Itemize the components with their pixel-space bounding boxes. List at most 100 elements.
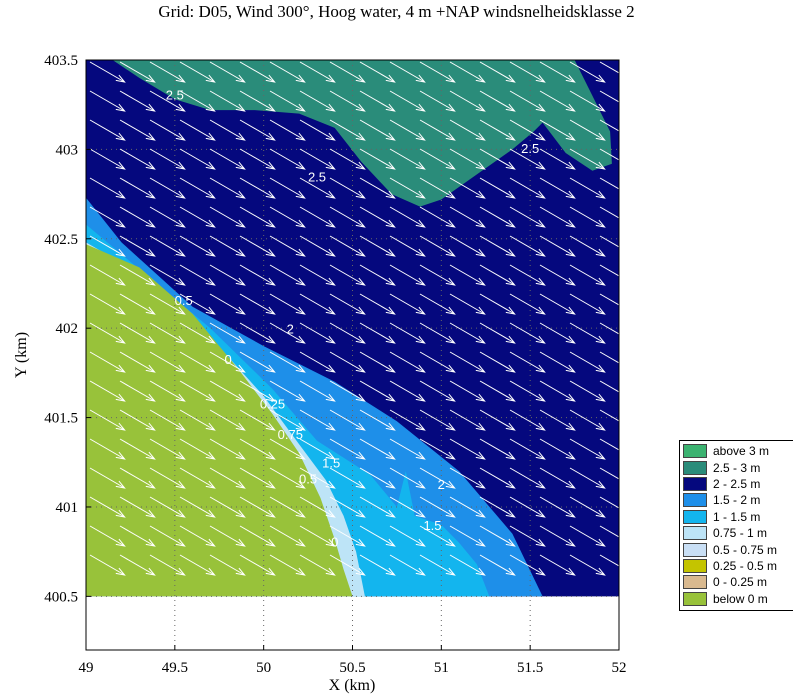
wind-arrow xyxy=(299,177,336,199)
wind-arrow xyxy=(299,61,336,83)
wind-arrow xyxy=(239,177,276,199)
wind-arrow xyxy=(449,90,486,112)
legend-item: 2 - 2.5 m xyxy=(683,476,793,492)
wind-arrow xyxy=(599,264,619,277)
wind-arrow xyxy=(359,409,396,431)
wind-arrow xyxy=(359,177,396,199)
wind-arrow xyxy=(149,409,186,431)
wind-arrow xyxy=(329,351,366,373)
wind-arrow xyxy=(419,322,456,344)
wind-arrow xyxy=(359,351,396,373)
y-tick-label: 401.5 xyxy=(44,411,78,427)
wind-arrow xyxy=(299,235,336,257)
wind-arrow xyxy=(359,206,396,228)
wind-arrow xyxy=(449,264,486,286)
wind-arrow xyxy=(389,409,426,431)
wind-arrow xyxy=(119,90,156,112)
wind-arrow xyxy=(89,148,126,170)
wind-arrow xyxy=(179,293,216,315)
wind-arrow xyxy=(89,467,126,489)
wind-arrow xyxy=(149,235,186,257)
contour-label: 2 xyxy=(287,322,294,337)
wind-arrow xyxy=(599,438,619,451)
legend-label: 2.5 - 3 m xyxy=(713,460,761,475)
wind-arrow xyxy=(509,554,546,576)
wind-arrow xyxy=(359,293,396,315)
wind-arrow xyxy=(119,119,156,141)
wind-arrow xyxy=(239,351,276,373)
wind-arrow xyxy=(509,380,546,402)
wind-arrow xyxy=(329,61,366,83)
wind-arrow xyxy=(179,438,216,460)
wind-arrow xyxy=(449,525,486,547)
wind-arrow xyxy=(209,293,246,315)
legend-swatch xyxy=(683,444,707,459)
wind-arrow xyxy=(329,409,366,431)
wind-arrow xyxy=(239,235,276,257)
wind-arrow xyxy=(509,235,546,257)
wind-arrow xyxy=(389,322,426,344)
wind-arrow xyxy=(599,525,619,538)
x-axis-label: X (km) xyxy=(329,677,376,694)
wind-arrow xyxy=(239,554,276,576)
wind-arrow xyxy=(239,264,276,286)
wind-arrow xyxy=(119,264,156,286)
wind-arrow xyxy=(509,293,546,315)
legend-swatch xyxy=(683,542,707,557)
wind-arrow xyxy=(479,438,516,460)
wind-arrow xyxy=(179,322,216,344)
wind-arrow xyxy=(479,467,516,489)
wind-arrow xyxy=(179,264,216,286)
wind-arrow xyxy=(209,525,246,547)
wind-arrow xyxy=(479,380,516,402)
wind-arrow xyxy=(329,380,366,402)
wind-arrow xyxy=(209,235,246,257)
wind-arrow xyxy=(449,467,486,489)
wind-arrow xyxy=(599,293,619,306)
wind-arrow xyxy=(509,148,546,170)
wind-arrow xyxy=(539,380,576,402)
wind-arrow xyxy=(149,351,186,373)
wind-arrow xyxy=(569,264,606,286)
wind-arrow xyxy=(269,438,306,460)
x-tick-label: 52 xyxy=(612,660,627,676)
wind-arrow xyxy=(119,351,156,373)
wind-arrow xyxy=(89,90,126,112)
wind-arrow xyxy=(329,206,366,228)
legend-item: above 3 m xyxy=(683,443,793,459)
legend-item: 0.25 - 0.5 m xyxy=(683,558,793,574)
wind-arrow xyxy=(179,467,216,489)
wind-arrow xyxy=(119,206,156,228)
x-tick-label: 49 xyxy=(79,660,94,676)
wind-arrow xyxy=(449,293,486,315)
wind-arrow xyxy=(359,554,396,576)
wind-arrow xyxy=(179,90,216,112)
wind-arrow xyxy=(599,235,619,248)
wind-arrow xyxy=(389,235,426,257)
wind-arrow xyxy=(329,177,366,199)
wind-arrow xyxy=(419,554,456,576)
wind-arrow xyxy=(119,293,156,315)
wind-arrow xyxy=(389,293,426,315)
wind-arrow xyxy=(569,525,606,547)
wind-arrow xyxy=(599,554,619,567)
wind-arrow xyxy=(599,90,619,103)
wind-arrow xyxy=(389,554,426,576)
wind-arrow xyxy=(149,148,186,170)
y-tick-label: 400.5 xyxy=(44,589,78,605)
wind-arrow xyxy=(479,496,516,518)
wind-arrow xyxy=(299,409,336,431)
wind-arrow xyxy=(239,409,276,431)
wind-arrow xyxy=(299,90,336,112)
wind-arrow xyxy=(419,496,456,518)
wind-arrow xyxy=(599,206,619,219)
wind-arrow xyxy=(299,119,336,141)
wind-arrow xyxy=(419,380,456,402)
wind-arrow xyxy=(509,322,546,344)
contour-label: 0.5 xyxy=(299,472,317,487)
wind-arrow xyxy=(539,438,576,460)
wind-arrow xyxy=(209,409,246,431)
wind-arrow xyxy=(599,467,619,480)
legend-item: 2.5 - 3 m xyxy=(683,459,793,475)
wind-arrow xyxy=(269,322,306,344)
